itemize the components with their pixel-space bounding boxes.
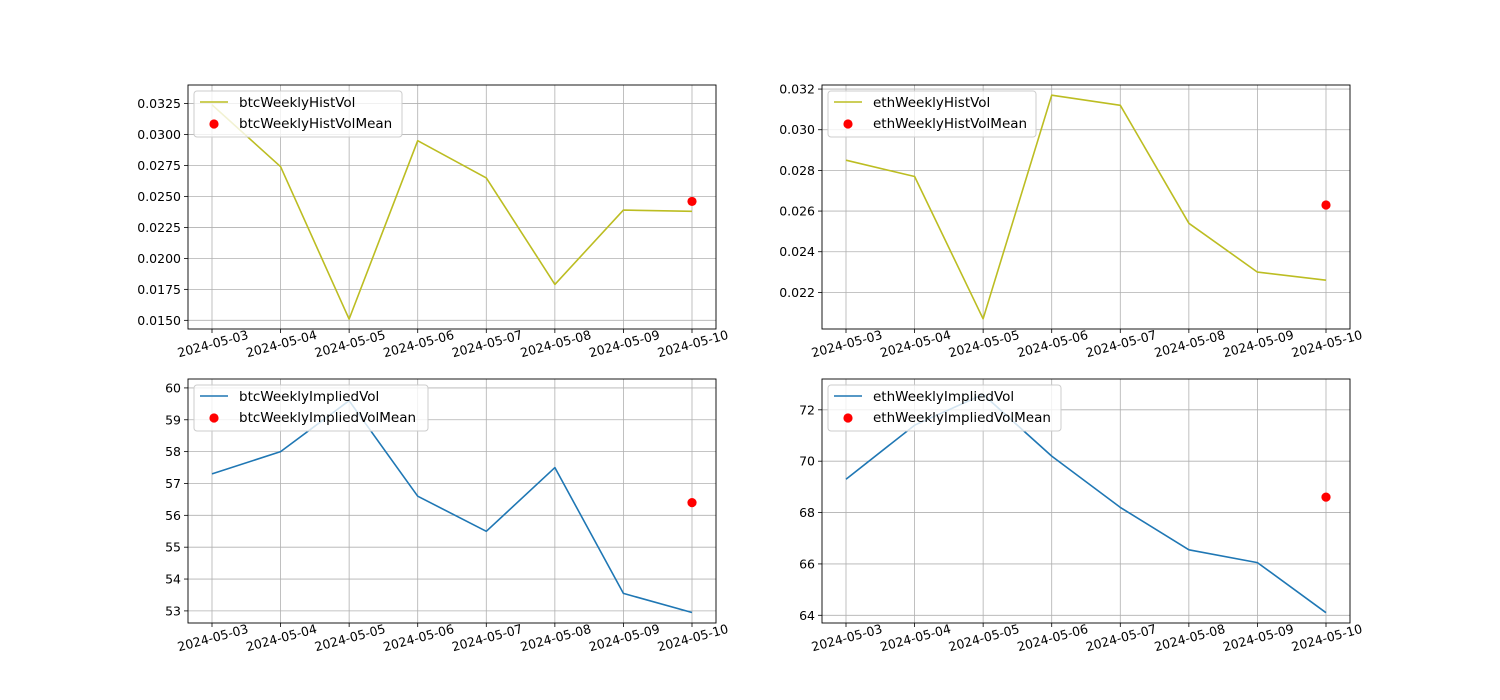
x-tick-label: 2024-05-03	[176, 327, 250, 360]
chart-panel-3: 53545556575859602024-05-032024-05-042024…	[165, 378, 730, 654]
legend-box	[827, 384, 1062, 432]
legend-marker-swatch	[209, 413, 219, 423]
y-tick-label: 54	[165, 572, 181, 587]
scatter-point-ethWeeklyHistVolMean	[1321, 200, 1331, 210]
x-tick-label: 2024-05-08	[1153, 621, 1227, 654]
x-tick-label: 2024-05-10	[656, 621, 730, 654]
series-line-btcWeeklyHistVol	[211, 104, 693, 320]
y-tick-label: 0.032	[779, 82, 815, 97]
scatter-point-btcWeeklyImpliedVolMean	[687, 497, 697, 508]
legend-label: btcWeeklyHistVol	[239, 95, 355, 111]
y-tick-label: 53	[165, 603, 181, 618]
legend: btcWeeklyHistVol btcWeeklyHistVolMean	[193, 90, 403, 138]
y-tick-label: 0.024	[779, 244, 815, 259]
legend-label: ethWeeklyHistVol	[873, 95, 990, 111]
x-tick-label: 2024-05-05	[313, 621, 387, 654]
x-tick-label: 2024-05-04	[244, 621, 318, 654]
x-tick-label: 2024-05-05	[947, 327, 1021, 360]
legend-box	[193, 90, 403, 138]
y-tick-label: 0.0300	[137, 127, 181, 142]
x-tick-label: 2024-05-06	[1016, 327, 1090, 360]
x-tick-label: 2024-05-08	[519, 621, 593, 654]
x-tick-label: 2024-05-04	[878, 327, 952, 360]
legend-label: ethWeeklyImpliedVol	[873, 389, 1014, 405]
legend: ethWeeklyImpliedVol ethWeeklyImpliedVolMe…	[827, 384, 1062, 432]
x-tick-label: 2024-05-07	[450, 327, 524, 360]
y-tick-label: 56	[165, 508, 181, 523]
x-tick-label: 2024-05-09	[1221, 327, 1295, 360]
y-tick-label: 0.0150	[137, 313, 181, 328]
legend: ethWeeklyHistVol ethWeeklyHistVolMean	[827, 90, 1037, 138]
chart-panel-2: 0.022 0.024 0.026 0.028 0.030 0.032 2024-05-03…	[779, 82, 1364, 361]
x-tick-label: 2024-05-09	[587, 327, 661, 360]
y-tick-label: 0.0225	[137, 220, 181, 235]
legend-marker-swatch	[843, 119, 853, 129]
axes-frame	[821, 84, 1351, 330]
x-tick-label: 2024-05-10	[656, 327, 730, 360]
x-tick-label: 2024-05-03	[810, 621, 884, 654]
x-tick-label: 2024-05-10	[1290, 327, 1364, 360]
x-tick-label: 2024-05-03	[176, 621, 250, 654]
legend: btcWeeklyImpliedVol btcWeeklyImpliedVolMe…	[193, 384, 429, 432]
y-tick-label: 60	[165, 380, 181, 395]
legend-marker-swatch	[209, 119, 219, 129]
y-tick-label: 64	[799, 608, 815, 623]
y-tick-label: 57	[165, 476, 181, 491]
y-tick-label: 59	[165, 412, 181, 427]
axes-frame	[821, 378, 1351, 624]
y-tick-label: 0.0200	[137, 251, 181, 266]
y-tick-label: 68	[799, 505, 815, 520]
legend-box	[193, 384, 429, 432]
x-tick-label: 2024-05-07	[450, 621, 524, 654]
y-tick-label: 0.022	[779, 285, 815, 300]
y-tick-label: 0.0275	[137, 158, 181, 173]
x-tick-label: 2024-05-04	[244, 327, 318, 360]
y-tick-label: 55	[165, 540, 181, 555]
scatter-point-btcWeeklyHistVolMean	[687, 196, 697, 207]
x-tick-label: 2024-05-08	[519, 327, 593, 360]
y-tick-label: 0.0250	[137, 189, 181, 204]
legend-label: ethWeeklyImpliedVolMean	[873, 410, 1051, 426]
legend-label: btcWeeklyImpliedVol	[239, 389, 379, 405]
legend-label: btcWeeklyHistVolMean	[239, 116, 392, 132]
y-tick-label: 0.030	[779, 122, 815, 137]
y-tick-label: 0.026	[779, 204, 815, 219]
legend-label: ethWeeklyHistVolMean	[873, 116, 1027, 132]
x-tick-label: 2024-05-06	[1016, 621, 1090, 654]
y-tick-label: 70	[799, 454, 815, 469]
y-tick-label: 66	[799, 556, 815, 571]
y-tick-label: 0.028	[779, 163, 815, 178]
x-tick-label: 2024-05-09	[1221, 621, 1295, 654]
x-tick-label: 2024-05-05	[313, 327, 387, 360]
x-tick-label: 2024-05-08	[1153, 327, 1227, 360]
x-tick-label: 2024-05-05	[947, 621, 1021, 654]
legend-label: btcWeeklyImpliedVolMean	[239, 410, 416, 426]
chart-panel-1: 0.0150 0.0175 0.0200 0.0225 0.0250 0.0275 0.03…	[137, 84, 730, 360]
legend-box	[827, 90, 1037, 138]
chart-panel-4: 64 66 68 70 72 2024-05-032024-05-042024-05-05…	[799, 378, 1364, 654]
x-tick-label: 2024-05-06	[382, 327, 456, 360]
y-tick-label: 0.0175	[137, 282, 181, 297]
x-tick-label: 2024-05-09	[587, 621, 661, 654]
legend-marker-swatch	[843, 413, 853, 423]
x-tick-label: 2024-05-10	[1290, 621, 1364, 654]
x-tick-label: 2024-05-03	[810, 327, 884, 360]
axes-frame	[187, 84, 717, 330]
axes-frame	[187, 378, 717, 624]
x-tick-label: 2024-05-06	[382, 621, 456, 654]
x-tick-label: 2024-05-07	[1084, 621, 1158, 654]
x-tick-label: 2024-05-07	[1084, 327, 1158, 360]
scatter-point-ethWeeklyImpliedVolMean	[1321, 492, 1331, 502]
series-line-ethWeeklyHistVol	[845, 94, 1327, 320]
x-tick-label: 2024-05-04	[878, 621, 952, 654]
series-line-btcWeeklyImpliedVol	[211, 399, 693, 614]
y-tick-label: 0.0325	[137, 96, 181, 111]
y-tick-label: 58	[165, 444, 181, 459]
y-tick-label: 72	[799, 402, 815, 417]
